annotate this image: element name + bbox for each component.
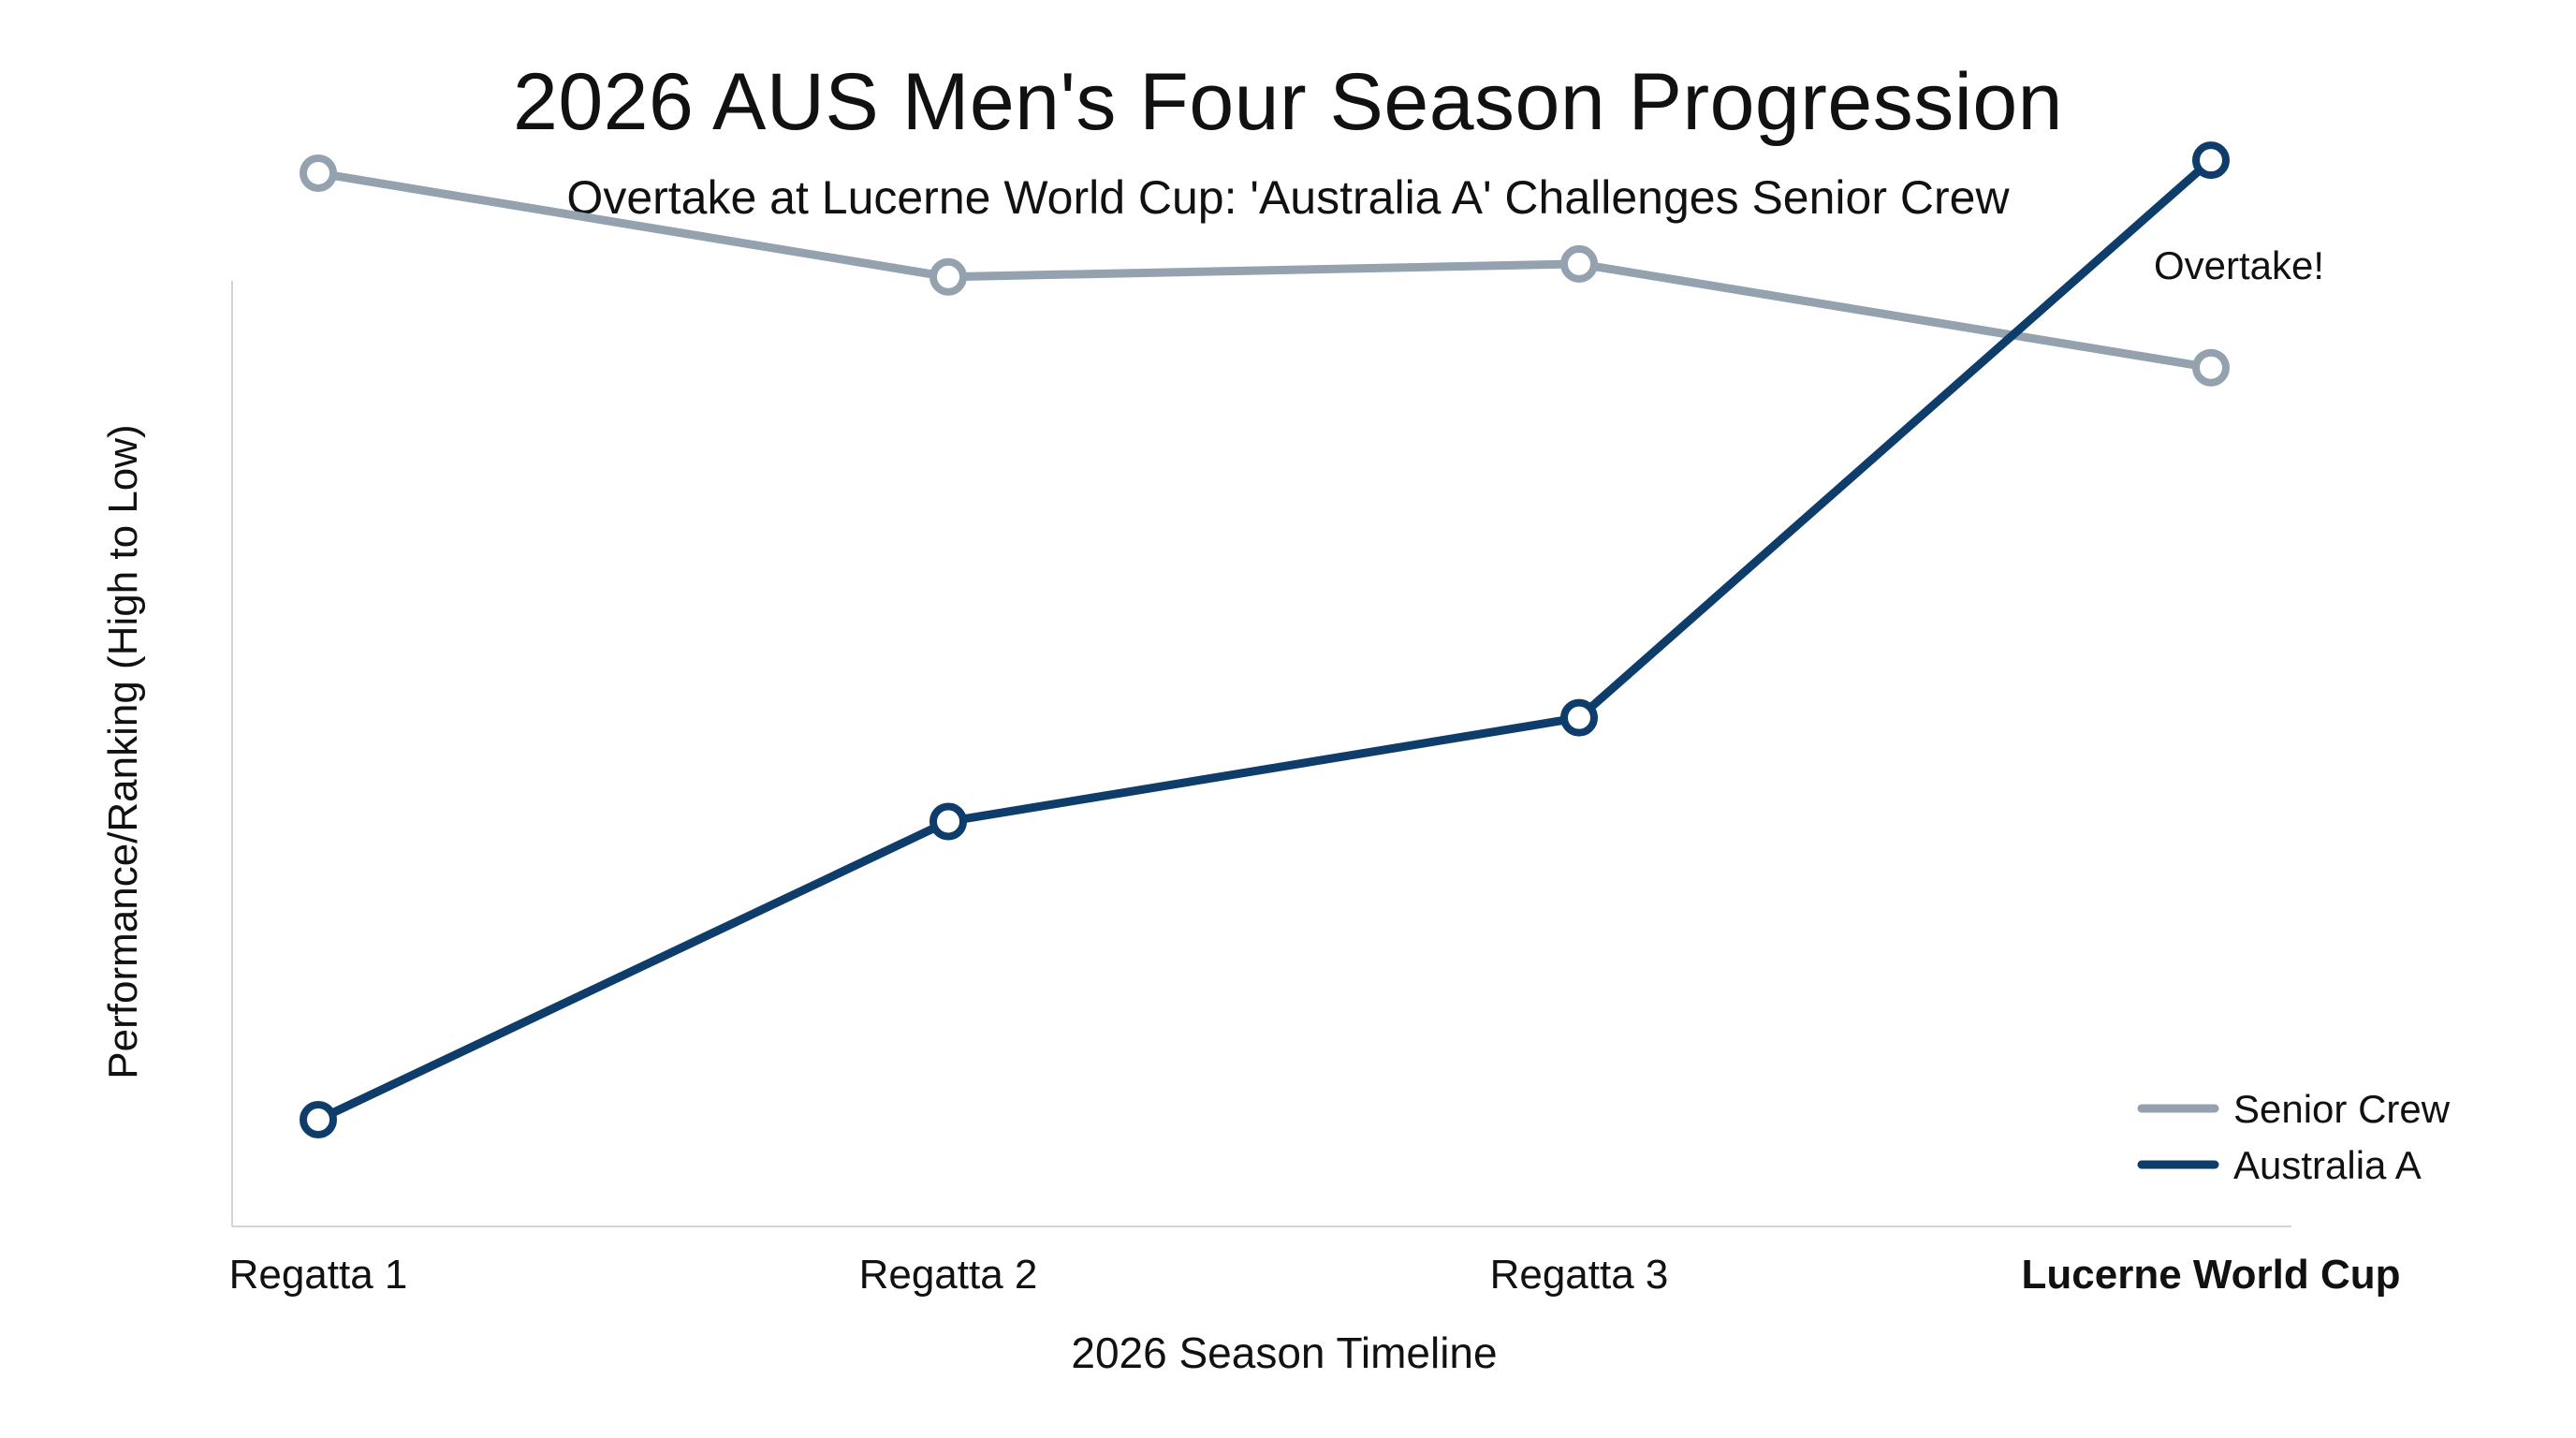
x-tick-regatta-3: Regatta 3	[1490, 1252, 1669, 1298]
legend-item-australia-a[interactable]: Australia A	[2137, 1143, 2422, 1187]
x-tick-regatta-2: Regatta 2	[859, 1252, 1038, 1298]
chart-title: 2026 AUS Men's Four Season Progression	[513, 57, 2063, 147]
x-tick-lucerne-world-cup: Lucerne World Cup	[2022, 1252, 2401, 1298]
annotation-overtake: Overtake!	[2154, 243, 2324, 287]
point-senior-crew-regatta-2[interactable]	[929, 257, 967, 296]
x-tick-regatta-1: Regatta 1	[229, 1252, 408, 1298]
legend[interactable]: Senior Crew Australia A	[2137, 1087, 2451, 1187]
point-senior-crew-lucerne-world-cup[interactable]	[2192, 348, 2230, 387]
series-layer	[300, 141, 2230, 1138]
point-australia-a-regatta-3[interactable]	[1560, 698, 1598, 737]
legend-item-senior-crew[interactable]: Senior Crew	[2137, 1087, 2451, 1131]
point-australia-a-regatta-1[interactable]	[300, 1101, 337, 1138]
series-australia-a	[300, 141, 2230, 1138]
axes	[231, 281, 2291, 1227]
series-senior-crew	[300, 154, 2230, 387]
point-australia-a-regatta-2[interactable]	[929, 802, 967, 841]
series-line-australia-a	[314, 155, 2216, 1124]
point-senior-crew-regatta-3[interactable]	[1560, 244, 1598, 283]
x-axis-label-wrap: 2026 Season Timeline	[0, 1328, 2576, 1378]
legend-label-senior-crew: Senior Crew	[2233, 1087, 2451, 1131]
series-line-senior-crew	[314, 169, 2216, 373]
x-axis-label: 2026 Season Timeline	[1071, 1328, 1498, 1377]
point-australia-a-lucerne-world-cup[interactable]	[2192, 141, 2230, 180]
legend-label-australia-a: Australia A	[2233, 1143, 2422, 1187]
chart-subtitle: Overtake at Lucerne World Cup: 'Australi…	[566, 171, 2010, 224]
annotations: Overtake!	[2154, 243, 2324, 287]
x-tick-labels: Regatta 1 Regatta 2 Regatta 3 Lucerne World…	[229, 1252, 2401, 1298]
point-senior-crew-regatta-1[interactable]	[300, 154, 337, 192]
